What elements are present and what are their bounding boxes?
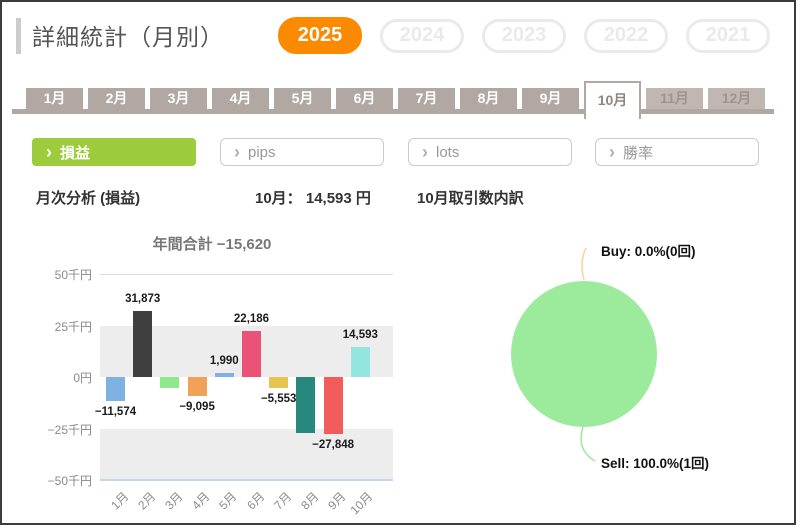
sell-leader-line xyxy=(580,426,596,462)
bar-6月 xyxy=(242,331,261,377)
bar-value-label: −27,848 xyxy=(312,439,355,452)
month-tab-7月[interactable]: 7月 xyxy=(398,88,455,109)
bar-2月 xyxy=(133,311,153,377)
filter-label: 損益 xyxy=(60,144,91,162)
bar-5月 xyxy=(214,372,234,377)
annual-total-title: 年間合計 −15,620 xyxy=(152,236,272,253)
bar-4月 xyxy=(187,377,207,396)
x-axis-label: 3月 xyxy=(162,489,186,513)
bar-7月 xyxy=(269,377,289,389)
bar-value-label: −11,574 xyxy=(94,405,137,418)
buy-leader-line xyxy=(581,247,587,281)
plot-baseline xyxy=(100,479,393,481)
filter-pips[interactable]: › pips xyxy=(220,138,384,166)
year-tab-2022[interactable]: 2022 xyxy=(584,18,668,53)
x-axis-label: 1月 xyxy=(107,489,131,513)
y-axis-label: 25千円 xyxy=(54,319,92,334)
y-axis-label: 0円 xyxy=(73,371,92,385)
x-axis-label: 5月 xyxy=(216,489,240,513)
gridline-50k xyxy=(100,274,393,275)
month-tab-strip xyxy=(12,109,774,114)
month-tab-12月: 12月 xyxy=(708,88,765,109)
month-tab-5月[interactable]: 5月 xyxy=(274,88,331,109)
bar-value-label: −5,553 xyxy=(260,393,297,406)
year-tab-2021[interactable]: 2021 xyxy=(686,18,770,53)
pie-slice-sell xyxy=(511,281,657,427)
x-axis-label: 9月 xyxy=(325,489,349,513)
filter-label: 勝率 xyxy=(623,144,654,162)
year-tabs: 2025 2024 2023 2022 2021 xyxy=(278,17,770,54)
monthly-analysis-heading: 月次分析 (損益) xyxy=(36,190,141,207)
month-tab-11月: 11月 xyxy=(646,88,703,109)
year-tab-2023[interactable]: 2023 xyxy=(482,18,566,53)
month-total-value: 10月： 14,593 円 xyxy=(255,190,371,207)
year-tab-2024[interactable]: 2024 xyxy=(380,18,464,53)
page-title: 詳細統計（月別） xyxy=(32,24,224,50)
x-axis-label: 7月 xyxy=(270,489,295,513)
month-tab-10月[interactable]: 10月 xyxy=(584,81,641,119)
filter-buttons: › 損益 › pips › lots › 勝率 xyxy=(2,138,794,167)
filter-label: pips xyxy=(248,143,276,161)
title-accent-bar xyxy=(16,18,21,54)
plot-band-lower xyxy=(100,428,393,480)
bar-10月 xyxy=(350,346,370,377)
x-axis-label: 2月 xyxy=(134,489,159,513)
bar-value-label: 14,593 xyxy=(342,328,378,341)
month-tab-1月[interactable]: 1月 xyxy=(26,88,83,109)
chevron-right-icon: › xyxy=(609,142,615,162)
month-tab-4月[interactable]: 4月 xyxy=(212,88,269,109)
bar-value-label: −9,095 xyxy=(179,400,215,413)
month-tabs: 1月 2月 3月 4月 5月 6月 7月 8月 9月 10月 11月 12月 xyxy=(26,81,765,119)
filter-win-rate[interactable]: › 勝率 xyxy=(595,138,759,166)
y-axis-label: −25千円 xyxy=(47,422,92,437)
bar-plot: −11,574 1月 31,873 2月 3月 −9,095 4月 1,990 5月 22,186… xyxy=(95,274,393,517)
month-tab-8月[interactable]: 8月 xyxy=(460,88,517,109)
x-axis-label: 10月 xyxy=(347,489,376,518)
month-tab-9月[interactable]: 9月 xyxy=(522,88,579,109)
bar-value-label: 31,873 xyxy=(125,293,161,306)
filter-label: lots xyxy=(436,143,460,161)
bar-1月 xyxy=(106,377,125,401)
y-axis-label: 50千円 xyxy=(54,268,92,282)
bar-3月 xyxy=(160,377,180,388)
bar-value-label: 22,186 xyxy=(233,313,270,326)
chevron-right-icon: › xyxy=(422,142,428,162)
x-axis-label: 8月 xyxy=(298,489,322,513)
filter-profit-loss[interactable]: › 損益 xyxy=(32,138,196,166)
bar-8月 xyxy=(296,377,316,433)
pie-label-buy: Buy: 0.0%(0回) xyxy=(601,244,696,259)
month-tab-2月[interactable]: 2月 xyxy=(88,88,145,109)
trade-breakdown-heading: 10月取引数内訳 xyxy=(417,190,524,207)
month-tab-6月[interactable]: 6月 xyxy=(336,88,393,109)
year-tab-2025[interactable]: 2025 xyxy=(278,17,362,54)
chevron-right-icon: › xyxy=(46,142,52,162)
pie-label-sell: Sell: 100.0%(1回) xyxy=(601,456,710,471)
y-axis-label: −50千円 xyxy=(47,474,92,488)
month-tab-3月[interactable]: 3月 xyxy=(150,88,207,109)
filter-lots[interactable]: › lots xyxy=(408,138,572,166)
bar-9月 xyxy=(323,377,343,435)
x-axis-label: 6月 xyxy=(243,489,267,513)
x-axis-label: 4月 xyxy=(189,489,213,513)
chevron-right-icon: › xyxy=(234,142,240,162)
bar-value-label: 1,990 xyxy=(209,354,239,367)
